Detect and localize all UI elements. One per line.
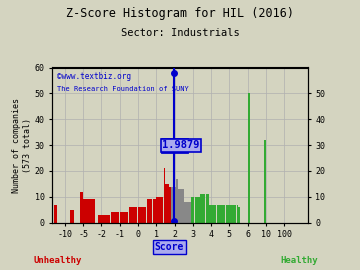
Bar [153, 200, 154, 223]
Bar [204, 194, 206, 223]
Bar [169, 187, 171, 223]
Text: The Research Foundation of SUNY: The Research Foundation of SUNY [57, 86, 189, 92]
Bar [175, 187, 176, 223]
Bar [173, 187, 174, 223]
Bar [54, 205, 57, 223]
Text: ©www.textbiz.org: ©www.textbiz.org [57, 72, 131, 81]
Bar [216, 205, 218, 223]
Bar [147, 200, 149, 223]
Bar [89, 200, 95, 223]
Bar [193, 197, 194, 223]
Text: Unhealthy: Unhealthy [33, 256, 82, 265]
Bar [235, 205, 237, 223]
Bar [218, 205, 220, 223]
Bar [187, 202, 189, 223]
Y-axis label: Number of companies
(573 total): Number of companies (573 total) [12, 98, 32, 193]
Text: 1.9879: 1.9879 [162, 140, 200, 150]
Bar [209, 205, 211, 223]
Bar [149, 200, 150, 223]
Bar [189, 202, 191, 223]
Bar [151, 200, 153, 223]
Bar [224, 205, 225, 223]
Bar [238, 207, 240, 223]
Bar [195, 197, 196, 223]
Bar [178, 189, 180, 223]
Bar [233, 205, 235, 223]
Bar [83, 200, 89, 223]
Bar [129, 207, 137, 223]
Bar [185, 202, 187, 223]
Text: Score: Score [154, 242, 184, 252]
Bar [226, 205, 227, 223]
Bar [220, 205, 222, 223]
Bar [171, 187, 172, 223]
Bar [167, 184, 169, 223]
Bar [165, 184, 167, 223]
Bar [198, 197, 200, 223]
Bar [184, 202, 185, 223]
Bar [197, 197, 198, 223]
Bar [182, 189, 184, 223]
Bar [215, 205, 216, 223]
Bar [180, 189, 182, 223]
Text: Healthy: Healthy [280, 256, 318, 265]
Bar [200, 194, 202, 223]
Bar [158, 197, 160, 223]
Text: Sector: Industrials: Sector: Industrials [121, 28, 239, 38]
Bar [111, 212, 119, 223]
Bar [176, 179, 178, 223]
Bar [162, 197, 163, 223]
Bar [156, 197, 158, 223]
Bar [237, 205, 238, 223]
Bar [71, 210, 74, 223]
Bar [207, 194, 209, 223]
Bar [248, 93, 249, 223]
Text: Z-Score Histogram for HIL (2016): Z-Score Histogram for HIL (2016) [66, 7, 294, 20]
Bar [98, 215, 101, 223]
Bar [213, 205, 215, 223]
Bar [163, 168, 165, 223]
Bar [231, 205, 233, 223]
Bar [228, 205, 229, 223]
Bar [138, 207, 147, 223]
Bar [211, 205, 213, 223]
Bar [206, 194, 207, 223]
Bar [80, 192, 83, 223]
Bar [191, 197, 193, 223]
Bar [160, 197, 162, 223]
Bar [229, 205, 231, 223]
Bar [264, 140, 266, 223]
Bar [102, 215, 110, 223]
Bar [202, 194, 204, 223]
Bar [154, 200, 156, 223]
Bar [120, 212, 128, 223]
Bar [222, 205, 224, 223]
